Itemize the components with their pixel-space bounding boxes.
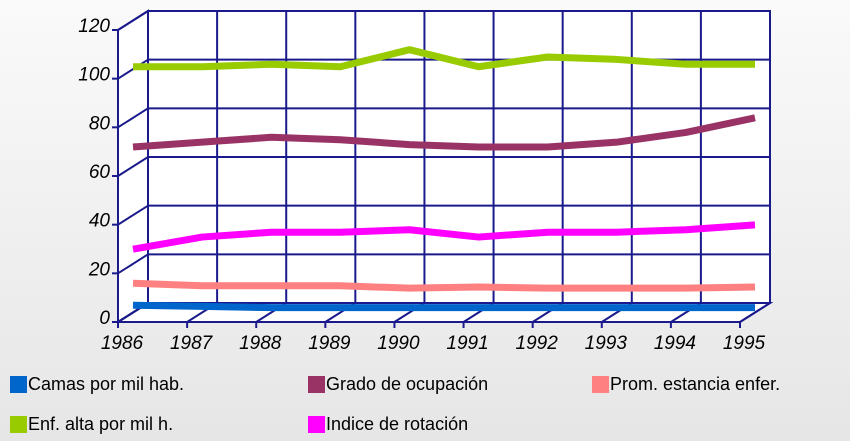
x-tick-label: 1989 bbox=[308, 333, 351, 354]
series-line bbox=[132, 221, 756, 253]
grid-line bbox=[117, 107, 149, 129]
y-tick-label: 80 bbox=[89, 113, 111, 134]
y-tick-label: 60 bbox=[89, 162, 111, 183]
grid-line bbox=[117, 156, 149, 177]
y-tick-label: 40 bbox=[89, 211, 111, 232]
x-tick-label: 1994 bbox=[654, 333, 696, 354]
grid-line bbox=[117, 253, 149, 275]
x-tick-label: 1987 bbox=[170, 333, 214, 354]
legend-label: Camas por mil hab. bbox=[28, 374, 184, 394]
legend-label: Enf. alta por mil h. bbox=[28, 414, 173, 434]
y-tick-label: 0 bbox=[99, 308, 110, 329]
y-tick-label: 20 bbox=[88, 259, 111, 280]
series-line bbox=[132, 279, 756, 292]
x-tick-label: 1995 bbox=[723, 333, 766, 354]
legend-label: Indice de rotación bbox=[326, 414, 468, 434]
legend-swatch bbox=[308, 416, 325, 433]
legend-swatch bbox=[10, 376, 27, 393]
y-tick-label: 100 bbox=[78, 65, 110, 86]
grid-line bbox=[117, 10, 149, 31]
series-line bbox=[132, 301, 755, 312]
series-line bbox=[133, 46, 755, 71]
legend-swatch bbox=[10, 416, 27, 433]
legend-label: Prom. estancia enfer. bbox=[610, 374, 780, 394]
x-tick-label: 1993 bbox=[585, 333, 628, 354]
x-tick-label: 1988 bbox=[239, 333, 282, 354]
series-line bbox=[132, 114, 756, 151]
x-tick-label: 1986 bbox=[101, 333, 144, 354]
legend-label: Grado de ocupación bbox=[326, 374, 488, 394]
grid-line bbox=[739, 302, 771, 323]
x-tick-label: 1991 bbox=[446, 333, 488, 354]
x-tick-label: 1990 bbox=[377, 333, 420, 354]
legend-swatch bbox=[592, 376, 609, 393]
grid-line bbox=[117, 204, 149, 226]
y-tick-label: 120 bbox=[78, 16, 110, 37]
legend-swatch bbox=[308, 376, 325, 393]
x-tick-label: 1992 bbox=[516, 333, 559, 354]
